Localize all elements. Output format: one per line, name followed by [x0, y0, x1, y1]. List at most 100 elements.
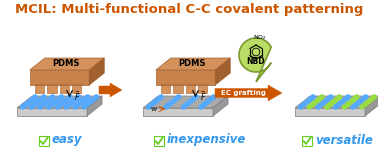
Polygon shape: [143, 96, 228, 108]
Circle shape: [318, 102, 324, 108]
Polygon shape: [89, 58, 104, 85]
Polygon shape: [143, 108, 213, 116]
Polygon shape: [30, 70, 89, 85]
Circle shape: [20, 104, 25, 110]
Circle shape: [183, 102, 189, 108]
Circle shape: [31, 102, 37, 108]
Polygon shape: [35, 85, 44, 93]
Circle shape: [369, 96, 375, 102]
Circle shape: [206, 98, 211, 104]
Circle shape: [22, 102, 28, 108]
Polygon shape: [215, 58, 230, 85]
Text: NO₂: NO₂: [254, 35, 266, 40]
Polygon shape: [59, 84, 70, 85]
Polygon shape: [173, 85, 183, 93]
Polygon shape: [17, 96, 102, 108]
Circle shape: [64, 104, 69, 110]
Circle shape: [151, 100, 156, 106]
Circle shape: [310, 94, 316, 100]
Circle shape: [94, 94, 99, 100]
Polygon shape: [173, 84, 184, 85]
Circle shape: [37, 104, 43, 110]
Circle shape: [86, 100, 92, 106]
Circle shape: [307, 104, 312, 110]
Circle shape: [56, 96, 62, 102]
Circle shape: [60, 100, 65, 106]
Circle shape: [33, 94, 38, 100]
Circle shape: [65, 96, 70, 102]
Circle shape: [334, 96, 340, 102]
Circle shape: [46, 104, 52, 110]
Circle shape: [68, 100, 74, 106]
Polygon shape: [198, 85, 207, 93]
Circle shape: [320, 100, 326, 106]
Circle shape: [363, 94, 369, 100]
Circle shape: [80, 98, 85, 104]
Circle shape: [85, 94, 90, 100]
Circle shape: [41, 94, 46, 100]
Circle shape: [364, 100, 370, 106]
Polygon shape: [186, 84, 196, 85]
Circle shape: [360, 96, 366, 102]
Circle shape: [211, 94, 217, 100]
Text: $\vec{F}$: $\vec{F}$: [74, 90, 81, 103]
Circle shape: [333, 104, 338, 110]
Circle shape: [367, 98, 372, 104]
Circle shape: [352, 96, 357, 102]
Circle shape: [74, 96, 79, 102]
Circle shape: [350, 104, 356, 110]
Circle shape: [316, 96, 322, 102]
Polygon shape: [213, 96, 228, 116]
Circle shape: [55, 104, 60, 110]
Circle shape: [338, 100, 344, 106]
Circle shape: [71, 98, 77, 104]
Polygon shape: [47, 85, 56, 93]
Circle shape: [45, 98, 50, 104]
Circle shape: [57, 102, 63, 108]
Circle shape: [36, 98, 42, 104]
Circle shape: [34, 100, 39, 106]
Circle shape: [188, 98, 194, 104]
Circle shape: [305, 98, 311, 104]
Circle shape: [82, 96, 88, 102]
Circle shape: [314, 98, 320, 104]
Circle shape: [88, 98, 94, 104]
Circle shape: [67, 94, 73, 100]
Circle shape: [66, 102, 72, 108]
FancyBboxPatch shape: [39, 136, 49, 146]
FancyBboxPatch shape: [302, 136, 312, 146]
Polygon shape: [365, 96, 378, 116]
Circle shape: [166, 102, 172, 108]
Circle shape: [201, 102, 206, 108]
Circle shape: [323, 98, 328, 104]
Circle shape: [171, 98, 177, 104]
Circle shape: [163, 104, 169, 110]
Circle shape: [174, 96, 179, 102]
Circle shape: [186, 100, 191, 106]
Text: PDMS: PDMS: [178, 60, 205, 69]
Circle shape: [156, 96, 161, 102]
Circle shape: [325, 96, 331, 102]
Polygon shape: [87, 96, 102, 116]
Text: NBD: NBD: [247, 58, 265, 67]
Polygon shape: [59, 85, 69, 93]
Circle shape: [372, 94, 377, 100]
Polygon shape: [156, 70, 215, 85]
Circle shape: [359, 104, 365, 110]
Circle shape: [315, 104, 321, 110]
Circle shape: [342, 104, 347, 110]
Circle shape: [77, 100, 83, 106]
Circle shape: [303, 100, 308, 106]
Circle shape: [47, 96, 53, 102]
Circle shape: [50, 94, 56, 100]
Circle shape: [49, 102, 54, 108]
Circle shape: [181, 104, 186, 110]
Circle shape: [146, 104, 152, 110]
Circle shape: [40, 102, 45, 108]
Circle shape: [76, 94, 82, 100]
Circle shape: [84, 102, 89, 108]
Polygon shape: [239, 38, 271, 82]
FancyBboxPatch shape: [154, 136, 164, 146]
Circle shape: [153, 98, 159, 104]
Polygon shape: [17, 108, 87, 116]
